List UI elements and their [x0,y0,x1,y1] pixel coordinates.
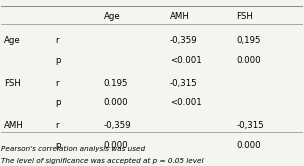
Text: 0.000: 0.000 [236,56,261,65]
Text: 0.000: 0.000 [104,98,128,107]
Text: -0,359: -0,359 [170,36,198,45]
Text: <0.001: <0.001 [170,56,202,65]
Text: p: p [56,141,61,150]
Text: AMH: AMH [4,121,24,130]
Text: r: r [56,79,59,87]
Text: Age: Age [4,36,21,45]
Text: p: p [56,98,61,107]
Text: AMH: AMH [170,12,190,21]
Text: <0.001: <0.001 [170,98,202,107]
Text: FSH: FSH [4,79,21,87]
Text: Age: Age [104,12,121,21]
Text: The level of significance was accepted at p = 0.05 level: The level of significance was accepted a… [2,158,204,164]
Text: 0,195: 0,195 [236,36,261,45]
Text: 0.195: 0.195 [104,79,128,87]
Text: r: r [56,36,59,45]
Text: p: p [56,56,61,65]
Text: -0,359: -0,359 [104,121,131,130]
Text: Pearson's correlation analysis was used: Pearson's correlation analysis was used [2,146,146,152]
Text: -0,315: -0,315 [236,121,264,130]
Text: 0.000: 0.000 [236,141,261,150]
Text: 0.000: 0.000 [104,141,128,150]
Text: -0,315: -0,315 [170,79,198,87]
Text: r: r [56,121,59,130]
Text: FSH: FSH [236,12,253,21]
